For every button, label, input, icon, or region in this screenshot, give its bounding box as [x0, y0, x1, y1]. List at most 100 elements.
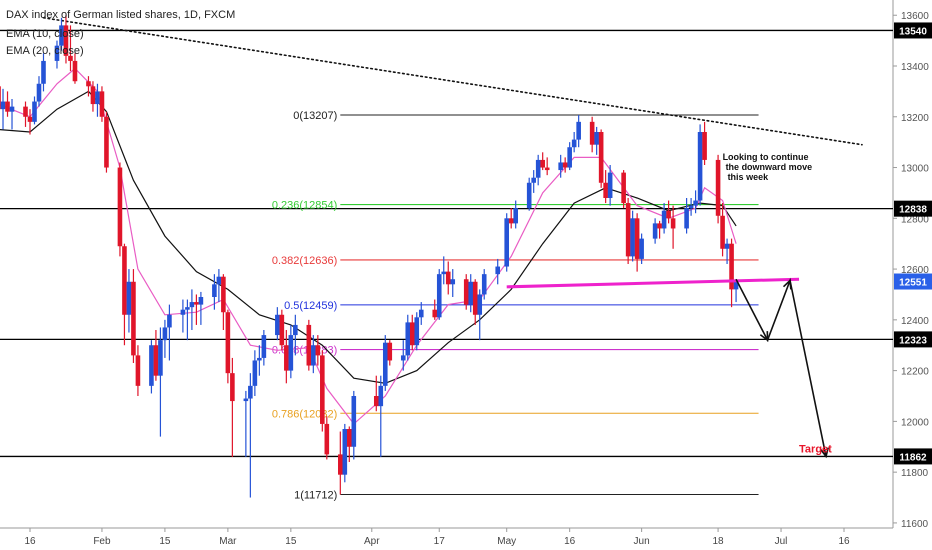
candle-body	[99, 91, 105, 117]
candle-body	[436, 274, 442, 318]
candle-body	[54, 45, 60, 61]
candle-body	[733, 281, 739, 290]
candle-body	[684, 208, 689, 229]
x-tick-label: 17	[434, 536, 446, 547]
candle-body	[90, 86, 96, 105]
candle-body	[324, 423, 330, 455]
candle-body	[472, 281, 478, 315]
candle-body	[729, 243, 734, 290]
candle-body	[531, 177, 536, 183]
projection-arrowhead	[759, 331, 769, 342]
candle-body	[513, 208, 519, 224]
candle-body	[688, 205, 694, 209]
y-tick-label: 12600	[901, 265, 929, 276]
candle-body	[212, 284, 217, 297]
candle-body	[621, 172, 626, 204]
candle-body	[68, 55, 73, 61]
chart-title: DAX index of German listed shares, 1D, F…	[6, 9, 236, 21]
candle-body	[131, 281, 136, 356]
candle-body	[661, 210, 667, 229]
y-tick-label: 13600	[901, 11, 929, 22]
candle-body	[342, 429, 348, 475]
candle-body	[9, 106, 15, 112]
price-badge	[894, 448, 932, 465]
candle-body	[306, 324, 312, 366]
ema20-line	[0, 90, 737, 384]
candle-body	[603, 182, 608, 198]
ema20-legend[interactable]: EMA (20, close)	[6, 45, 84, 57]
y-tick-label: 13400	[901, 62, 929, 73]
y-tick-label: 11600	[901, 519, 929, 530]
candle-body	[36, 83, 42, 102]
price-badge-label: 12838	[899, 205, 927, 216]
candle-body	[122, 246, 127, 315]
candle-body	[477, 294, 483, 315]
candle-body	[135, 355, 141, 386]
x-tick-label: 16	[838, 536, 850, 547]
y-tick-label: 11800	[901, 468, 929, 479]
candle-body	[149, 345, 154, 386]
candle-body	[311, 345, 316, 366]
x-tick-label: Jun	[634, 536, 650, 547]
target-arrowhead	[819, 447, 829, 459]
candle-body	[194, 302, 199, 305]
candle-body	[243, 398, 249, 402]
candle-body	[657, 223, 662, 229]
candle-body	[0, 86, 1, 110]
candle-body	[693, 200, 698, 206]
fib-level-label: 0.786(12032)	[272, 408, 337, 420]
candle-body	[225, 312, 231, 374]
candle-body	[544, 167, 550, 171]
candle-body	[400, 355, 406, 361]
candle-body	[221, 276, 226, 313]
candle-body	[252, 360, 258, 386]
ema10-legend[interactable]: EMA (10, close)	[6, 28, 84, 40]
candle-body	[104, 116, 109, 168]
candle-body	[652, 223, 658, 239]
candle-body	[185, 307, 190, 310]
y-tick-label: 13000	[901, 164, 929, 175]
fib-level-label: 0.382(12636)	[272, 255, 337, 267]
candle-body	[382, 342, 388, 386]
candle-body	[715, 159, 721, 216]
y-tick-label: 12800	[901, 214, 929, 225]
x-tick-label: 15	[285, 536, 297, 547]
price-badge-label: 11862	[899, 452, 927, 463]
candle-body	[261, 335, 267, 358]
x-tick-label: 16	[24, 536, 36, 547]
candle-body	[634, 218, 640, 259]
candle-body	[32, 101, 37, 122]
fib-level-label: 0.5(12459)	[284, 300, 337, 312]
candle-body	[338, 454, 343, 475]
projection-arrowhead	[782, 278, 792, 290]
candle-body	[724, 243, 730, 249]
candle-body	[418, 309, 424, 318]
x-tick-label: 16	[564, 536, 576, 547]
candle-body	[162, 327, 168, 341]
candle-body	[702, 132, 707, 160]
candle-body	[378, 385, 384, 407]
downtrend-line	[42, 16, 863, 146]
candle-body	[347, 429, 352, 447]
fib-level-label: 1(11712)	[294, 489, 337, 501]
candle-body	[445, 271, 451, 285]
candle-body	[288, 335, 294, 371]
candle-body	[594, 132, 599, 145]
candle-body	[504, 218, 510, 267]
candle-body	[571, 139, 577, 148]
candle-body	[153, 345, 159, 376]
candle-body	[180, 309, 186, 315]
candle-body	[284, 345, 289, 371]
candle-body	[450, 279, 456, 285]
candle-body	[432, 309, 438, 318]
candle-body	[23, 106, 28, 117]
candle-body	[373, 396, 379, 407]
candle-body	[126, 281, 132, 315]
x-tick-label: Apr	[364, 536, 380, 547]
candle-body	[562, 162, 568, 168]
candle-body	[275, 314, 280, 336]
candle-body	[117, 167, 123, 247]
candle-body	[72, 60, 78, 82]
candle-body	[230, 373, 235, 402]
